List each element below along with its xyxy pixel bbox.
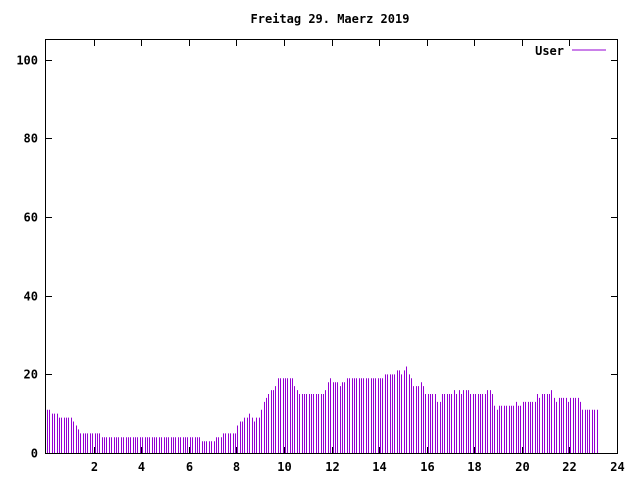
x-tick-label: 2 xyxy=(91,460,98,474)
y-tick-label: 20 xyxy=(24,368,38,382)
legend: User xyxy=(535,44,606,58)
x-tick-label: 6 xyxy=(186,460,193,474)
y-tick-label: 0 xyxy=(31,447,38,461)
x-tick-label: 16 xyxy=(420,460,434,474)
chart-title: Freitag 29. Maerz 2019 xyxy=(251,12,410,26)
y-tick-label: 40 xyxy=(24,290,38,304)
plot-frame xyxy=(45,39,618,454)
x-tick-label: 22 xyxy=(562,460,576,474)
x-tick-label: 12 xyxy=(325,460,339,474)
y-tick-label: 100 xyxy=(16,54,38,68)
x-tick-label: 14 xyxy=(372,460,386,474)
x-tick-label: 24 xyxy=(610,460,624,474)
x-tick-label: 4 xyxy=(138,460,145,474)
x-axis: 2 4 6 8 10 12 14 16 18 20 22 24 xyxy=(91,40,625,474)
y-axis: 0 20 40 60 80 100 xyxy=(16,54,617,461)
series-bars xyxy=(47,366,598,453)
x-tick-label: 20 xyxy=(515,460,529,474)
y-tick-label: 60 xyxy=(24,211,38,225)
x-tick-label: 8 xyxy=(233,460,240,474)
x-tick-label: 18 xyxy=(467,460,481,474)
legend-label: User xyxy=(535,44,564,58)
y-tick-label: 80 xyxy=(24,132,38,146)
x-tick-label: 10 xyxy=(277,460,291,474)
